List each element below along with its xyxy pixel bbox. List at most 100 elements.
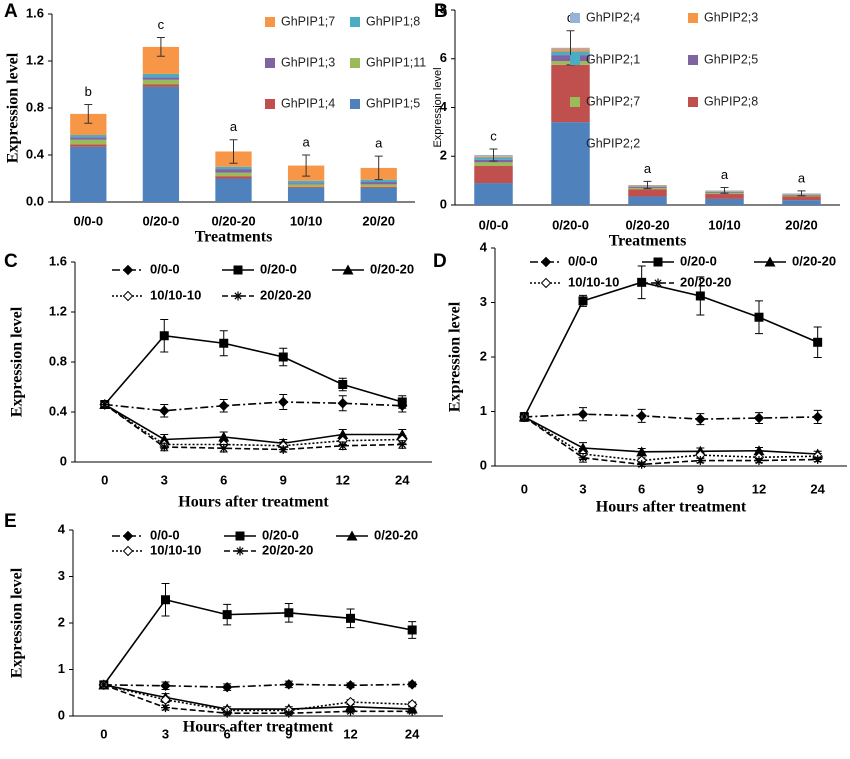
legend-label: 0/20-20 <box>374 527 418 542</box>
x-tick-label: 0/0-0 <box>479 217 509 232</box>
marker <box>753 445 765 456</box>
x-tick-label: 0/0-0 <box>73 213 103 228</box>
annotation: a <box>798 170 806 185</box>
bar-segment <box>70 139 107 145</box>
legend-label: GhPIP2;4 <box>586 10 640 24</box>
error-bar <box>374 155 383 181</box>
y-tick-label: 1.6 <box>26 5 44 20</box>
series-line <box>103 598 413 686</box>
bar-segment <box>474 183 513 205</box>
bar-segment <box>287 184 325 187</box>
marker <box>284 708 294 718</box>
bar-segment <box>287 180 325 184</box>
marker <box>283 679 295 690</box>
x-axis-title: Hours after treatment <box>596 499 747 516</box>
panel-label: B <box>434 1 448 22</box>
legend-swatch <box>570 139 580 149</box>
legend-label: 0/20-0 <box>262 527 299 542</box>
marker <box>346 613 355 623</box>
x-tick-label: 0/20-0 <box>552 217 589 232</box>
series-line <box>104 403 403 447</box>
panel-label: A <box>4 1 18 22</box>
marker <box>342 264 354 275</box>
bar-segment <box>782 200 821 205</box>
marker <box>218 431 230 442</box>
y-tick-label: 2 <box>480 348 487 363</box>
legend-swatch <box>688 13 698 23</box>
marker <box>519 412 529 422</box>
marker <box>577 442 589 453</box>
y-axis-title: Expression level <box>432 67 444 147</box>
legend-label: GhPIP1;5 <box>366 96 420 110</box>
error-bar <box>797 190 806 197</box>
series-line <box>104 403 403 451</box>
marker <box>278 445 288 454</box>
x-axis-title: Hours after treatment <box>183 719 334 736</box>
marker <box>221 681 233 693</box>
y-tick-label: 1.6 <box>49 253 67 268</box>
marker <box>397 440 407 449</box>
legend-label: GhPIP2;2 <box>586 136 640 150</box>
bar-segment <box>360 187 397 202</box>
x-tick-label: 0 <box>521 481 528 496</box>
legend-label: 0/20-0 <box>260 261 297 276</box>
bar-segment <box>70 137 107 140</box>
bar-segment <box>628 189 667 197</box>
marker <box>578 296 588 306</box>
marker <box>337 398 348 409</box>
y-tick-label: 1.2 <box>26 52 44 67</box>
y-tick-label: 0.4 <box>26 146 45 161</box>
x-tick-label: 12 <box>343 726 357 741</box>
error-bar <box>643 180 652 190</box>
bar-segment <box>142 79 180 85</box>
legend-label: 0/20-20 <box>792 253 836 268</box>
marker <box>235 531 245 541</box>
marker <box>753 412 765 424</box>
legend-label: 0/0-0 <box>568 253 598 268</box>
legend-swatch <box>570 55 580 65</box>
panel-label: C <box>4 251 18 272</box>
x-axis-title: Hours after treatment <box>178 494 329 511</box>
marker <box>577 409 589 420</box>
legend-label: GhPIP1;4 <box>281 96 335 110</box>
marker <box>578 453 588 463</box>
marker <box>338 441 348 451</box>
bar-segment <box>287 183 325 185</box>
marker <box>278 396 289 408</box>
y-tick-label: 4 <box>58 521 66 536</box>
bar-segment <box>142 73 180 78</box>
legend-label: 20/20-20 <box>680 274 731 289</box>
series-line <box>523 416 818 462</box>
x-axis-title: Treatments <box>195 229 273 246</box>
legend-swatch <box>350 17 360 27</box>
legend-label: GhPIP2;7 <box>586 94 640 108</box>
bar-segment <box>474 166 513 184</box>
x-tick-label: 10/10 <box>290 213 323 228</box>
x-tick-label: 10/10 <box>708 217 741 232</box>
y-tick-label: 0 <box>480 457 487 472</box>
marker <box>637 277 647 287</box>
legend-swatch <box>265 58 275 68</box>
y-axis-title: Expression level <box>9 567 26 678</box>
marker <box>636 410 647 422</box>
legend-label: GhPIP2;8 <box>704 94 758 108</box>
annotation: a <box>721 167 729 182</box>
legend-label: 0/0-0 <box>150 527 180 542</box>
series-line <box>103 684 413 715</box>
panel-label: D <box>433 251 447 272</box>
bar-segment <box>705 194 744 199</box>
marker <box>219 443 229 453</box>
bar-segment <box>142 77 180 80</box>
marker <box>122 264 134 276</box>
legend-swatch <box>265 17 275 27</box>
y-tick-label: 4 <box>480 239 488 254</box>
bar-segment <box>360 182 397 185</box>
y-tick-label: 0.4 <box>49 403 68 418</box>
x-tick-label: 0/20-20 <box>211 213 255 228</box>
x-tick-label: 6 <box>220 472 227 487</box>
bar-segment <box>705 198 744 205</box>
marker <box>233 291 243 301</box>
series-line <box>104 403 403 445</box>
x-axis-title: Treatments <box>609 233 687 250</box>
